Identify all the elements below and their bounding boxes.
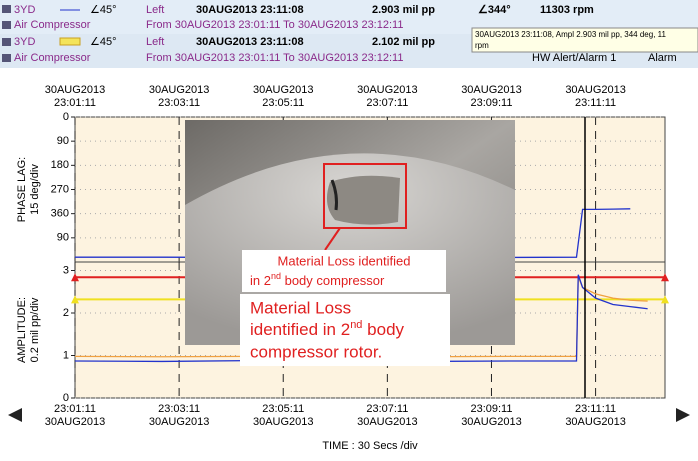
x-tick-date: 30AUG2013 <box>45 416 106 428</box>
y-tick-label: 0 <box>63 111 69 123</box>
x-axis-title: TIME : 30 Secs /div <box>322 440 418 452</box>
x-tick-time: 23:07:11 <box>366 403 408 415</box>
x-tick-time: 23:01:11 <box>54 403 96 415</box>
screen: 3YD ∠45° Left 30AUG2013 23:11:08 2.903 m… <box>0 0 698 456</box>
status: Alarm <box>648 52 677 64</box>
y-tick-label: 2 <box>63 307 69 319</box>
x-tick-time: 23:01:11 <box>54 97 96 109</box>
y-tick-label: 360 <box>51 208 69 220</box>
scroll-left[interactable] <box>8 408 22 422</box>
alert: HW Alert/Alarm 1 <box>532 52 616 64</box>
annotation: identified in 2 <box>250 320 350 339</box>
x-tick-date: 30AUG2013 <box>357 84 418 96</box>
x-tick-date: 30AUG2013 <box>149 84 210 96</box>
page: 3YD ∠45° Left 30AUG2013 23:11:08 2.903 m… <box>0 0 698 456</box>
icon <box>2 38 11 46</box>
icon <box>2 21 11 29</box>
y-tick-label: 0 <box>63 392 69 404</box>
icon <box>2 5 11 13</box>
x-tick-time: 23:11:11 <box>575 403 616 415</box>
tooltip-text: rpm <box>475 41 489 50</box>
annotation: Material Loss <box>250 298 351 317</box>
x-tick-time: 23:03:11 <box>158 403 200 415</box>
x-tick-date: 30AUG2013 <box>461 84 522 96</box>
x-tick-time: 23:05:11 <box>262 97 304 109</box>
angle: ∠45° <box>90 4 117 16</box>
x-tick-date: 30AUG2013 <box>253 416 314 428</box>
y-tick-label: 3 <box>63 264 69 276</box>
annotation: body <box>362 320 404 339</box>
annotation: in 2nd body compressor <box>250 271 385 288</box>
x-tick-date: 30AUG2013 <box>45 84 106 96</box>
side: Left <box>146 4 164 16</box>
ampl: 2.102 mil pp <box>372 36 435 48</box>
x-tick-time: 23:03:11 <box>158 97 200 109</box>
y-tick-label: 270 <box>51 183 69 195</box>
phase: ∠344° <box>478 4 511 16</box>
ampl: 2.903 mil pp <box>372 4 435 16</box>
y-axis-title: 0.2 mil pp/div <box>29 297 41 362</box>
y-axis-title: 15 deg/div <box>29 164 41 215</box>
annotation: compressor rotor. <box>250 342 382 361</box>
y-tick-label: 180 <box>51 159 69 171</box>
y-axis-title: AMPLITUDE: <box>16 297 28 363</box>
annotation: body compressor <box>281 273 385 288</box>
y-tick-label: 90 <box>57 135 69 147</box>
point: 3YD <box>14 4 35 16</box>
y-axis-title: PHASE LAG: <box>16 157 28 222</box>
y-tick-label: 90 <box>57 232 69 244</box>
side: Left <box>146 36 164 48</box>
machine: Air Compressor <box>14 52 91 64</box>
x-tick-date: 30AUG2013 <box>357 416 418 428</box>
x-tick-time: 23:05:11 <box>262 403 304 415</box>
point: 3YD <box>14 36 35 48</box>
x-tick-date: 30AUG2013 <box>461 416 522 428</box>
x-tick-date: 30AUG2013 <box>565 84 626 96</box>
angle: ∠45° <box>90 36 117 48</box>
range: From 30AUG2013 23:01:11 To 30AUG2013 23:… <box>146 19 403 31</box>
x-tick-date: 30AUG2013 <box>565 416 626 428</box>
x-tick-time: 23:07:11 <box>366 97 408 109</box>
photo: Material Loss identified in 2nd body com… <box>185 120 515 366</box>
range: From 30AUG2013 23:01:11 To 30AUG2013 23:… <box>146 52 403 64</box>
speed: 11303 rpm <box>540 4 594 16</box>
annotation: nd <box>350 319 362 331</box>
icon <box>2 54 11 62</box>
y-tick-label: 1 <box>63 349 69 361</box>
annotation: nd <box>271 271 281 281</box>
line-swatch <box>60 38 80 45</box>
time: 30AUG2013 23:11:08 <box>196 4 304 16</box>
annotation: Material Loss identified <box>278 253 411 268</box>
x-tick-date: 30AUG2013 <box>253 84 314 96</box>
scroll-right[interactable] <box>676 408 690 422</box>
x-tick-time: 23:11:11 <box>575 97 616 109</box>
tooltip-text: 30AUG2013 23:11:08, Ampl 2.903 mil pp, 3… <box>475 30 667 39</box>
annotation: in 2 <box>250 273 271 288</box>
time: 30AUG2013 23:11:08 <box>196 36 304 48</box>
machine: Air Compressor <box>14 19 91 31</box>
x-tick-date: 30AUG2013 <box>149 416 210 428</box>
annotation: identified in 2nd body <box>250 319 405 340</box>
x-tick-time: 23:09:11 <box>470 97 512 109</box>
x-tick-time: 23:09:11 <box>470 403 512 415</box>
